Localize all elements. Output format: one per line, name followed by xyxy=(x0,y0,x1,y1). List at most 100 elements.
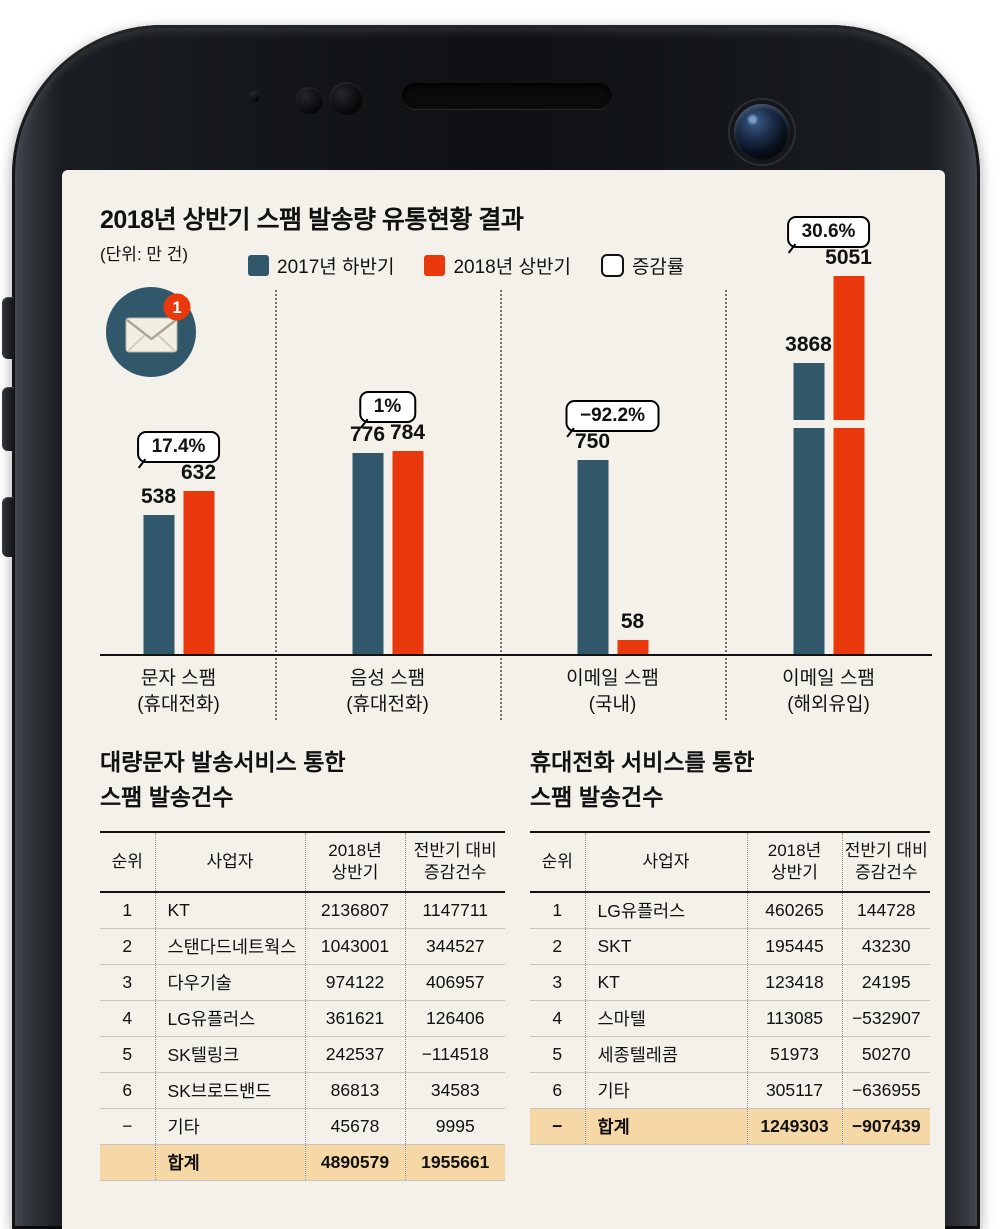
table-row: 3 다우기술 974122 406957 xyxy=(100,964,505,1002)
table-title: 휴대전화 서비스를 통한 스팸 발송건수 xyxy=(530,749,755,810)
chart-group: 538 632 17.4% 문자 스팸 (휴대전화) xyxy=(82,290,275,720)
legend-item: 2017년 하반기 xyxy=(248,252,394,279)
rank-cell: 4 xyxy=(100,1000,156,1038)
h1-2018-cell: 51973 xyxy=(747,1036,843,1074)
rank-cell: 5 xyxy=(530,1036,586,1074)
bar-2017-h2: 538 xyxy=(141,485,176,655)
operator-cell: LG유플러스 xyxy=(585,892,748,930)
bar-2018-h1: 632 xyxy=(181,461,216,655)
notification-badge xyxy=(163,293,191,321)
operator-cell: 스마텔 xyxy=(585,1000,748,1038)
bar-2018-h1: 5051 xyxy=(825,246,872,655)
h1-2018-cell: 1043001 xyxy=(305,928,406,966)
total-operator-cell: 합계 xyxy=(155,1144,306,1182)
h1-2018-cell: 2136807 xyxy=(305,892,406,930)
change-count-cell: −636955 xyxy=(842,1072,930,1110)
table-row: 2 스탠다드네트웍스 1043001 344527 xyxy=(100,928,505,966)
change-count-cell: −114518 xyxy=(405,1036,505,1074)
operator-cell: KT xyxy=(155,892,306,930)
h1-2018-cell: 195445 xyxy=(747,928,843,966)
unit-label: (단위: 만 건) xyxy=(100,245,189,264)
change-count-cell: −532907 xyxy=(842,1000,930,1038)
rank-cell: 6 xyxy=(100,1072,156,1110)
h1-2018-cell: 86813 xyxy=(305,1072,406,1110)
change-count-cell: 34583 xyxy=(405,1072,505,1110)
table-row: 5 세종텔레콤 51973 50270 xyxy=(530,1036,930,1074)
bar-2018-h1: 784 xyxy=(390,421,425,655)
change-rate-badge: 1% xyxy=(358,391,417,423)
table-row: 3 KT 123418 24195 xyxy=(530,964,930,1002)
table-row: 4 스마텔 113085 −532907 xyxy=(530,1000,930,1038)
mobile-service-spam-table: 순위 사업자 2018년 상반기 전반기 대비 증감건수 1 LG유플러스 460265 14… xyxy=(530,831,930,1146)
table-row: 6 기타 305117 −636955 xyxy=(530,1072,930,1110)
legend-swatch xyxy=(424,255,446,276)
notification-count: 1 xyxy=(172,298,181,317)
bar-2017-h2: 3868 xyxy=(785,333,832,655)
change-count-cell: 24195 xyxy=(842,964,930,1002)
table-row: 1 LG유플러스 460265 144728 xyxy=(530,892,930,930)
bar-value-label: 632 xyxy=(180,461,217,484)
table-row: 4 LG유플러스 361621 126406 xyxy=(100,1000,505,1038)
bar-value-label: 3868 xyxy=(785,333,832,356)
rank-cell: 2 xyxy=(530,928,586,966)
operator-cell: LG유플러스 xyxy=(155,1000,306,1038)
bulk-sms-spam-table: 순위 사업자 2018년 상반기 전반기 대비 증감건수 1 KT 2136807 11477… xyxy=(100,831,505,1182)
total-row: 합계 4890579 1955661 xyxy=(100,1144,505,1182)
legend-label: 2018년 상반기 xyxy=(453,257,571,278)
proximity-sensor-icon xyxy=(296,87,323,114)
column-header: 전반기 대비 증감건수 xyxy=(842,832,930,894)
rank-cell: − xyxy=(100,1108,156,1146)
total-rank-cell xyxy=(100,1144,156,1182)
bar-value-label: 776 xyxy=(349,423,386,446)
speaker-grille-icon xyxy=(402,83,612,110)
bulk-sms-table-card: 대량문자 발송서비스 통한 스팸 발송건수 순위 사업자 2018년 상반기 전반기 … xyxy=(100,745,505,1182)
legend-swatch xyxy=(600,254,624,277)
legend-label: 증감률 xyxy=(631,257,685,278)
change-count-cell: 144728 xyxy=(842,892,930,930)
light-sensor-icon xyxy=(330,82,363,115)
axis-line xyxy=(100,654,932,656)
table-row: 6 SK브로드밴드 86813 34583 xyxy=(100,1072,505,1110)
chart-group: 750 58 −92.2% 이메일 스팸 (국내) xyxy=(500,290,725,720)
h1-2018-cell: 460265 xyxy=(747,892,843,930)
table-row: 2 SKT 195445 43230 xyxy=(530,928,930,966)
operator-cell: SK텔링크 xyxy=(155,1036,306,1074)
rank-cell: 2 xyxy=(100,928,156,966)
change-count-cell: 43230 xyxy=(842,928,930,966)
operator-cell: 기타 xyxy=(585,1072,748,1110)
bar-pair: 538 632 xyxy=(141,461,216,655)
column-header: 전반기 대비 증감건수 xyxy=(405,832,505,894)
h1-2018-cell: 123418 xyxy=(747,964,843,1002)
h1-2018-cell: 113085 xyxy=(747,1000,843,1038)
bar-value-label: 538 xyxy=(140,485,177,508)
bar-pair: 776 784 xyxy=(350,421,425,655)
table-header-row: 순위 사업자 2018년 상반기 전반기 대비 증감건수 xyxy=(530,832,930,894)
operator-cell: SK브로드밴드 xyxy=(155,1072,306,1110)
category-label: 음성 스팸 (휴대전화) xyxy=(346,668,429,715)
table-header-row: 순위 사업자 2018년 상반기 전반기 대비 증감건수 xyxy=(100,832,505,894)
h1-2018-cell: 361621 xyxy=(305,1000,406,1038)
group-separator xyxy=(275,290,277,720)
change-count-cell: 344527 xyxy=(405,928,505,966)
h1-2018-cell: 974122 xyxy=(305,964,406,1002)
column-header: 2018년 상반기 xyxy=(747,832,843,894)
bar-pair: 750 58 xyxy=(575,430,648,655)
table-row: 5 SK텔링크 242537 −114518 xyxy=(100,1036,505,1074)
change-count-cell: 9995 xyxy=(405,1108,505,1146)
rank-cell: 3 xyxy=(100,964,156,1002)
rank-cell: 3 xyxy=(530,964,586,1002)
front-camera-icon xyxy=(734,104,790,160)
operator-cell: 세종텔레콤 xyxy=(585,1036,748,1074)
bar-value-label: 58 xyxy=(620,610,645,633)
phone-screen: 2018년 상반기 스팸 발송량 유통현황 결과 (단위: 만 건) 2017년… xyxy=(62,170,945,1229)
h1-2018-cell: 45678 xyxy=(305,1108,406,1146)
group-separator xyxy=(725,290,727,720)
envelope-icon: 1 xyxy=(106,287,196,377)
category-label: 이메일 스팸 (해외유입) xyxy=(782,668,875,715)
table-row: − 기타 45678 9995 xyxy=(100,1108,505,1146)
envelope-body xyxy=(125,317,178,353)
change-count-cell: 1147711 xyxy=(405,892,505,930)
rank-cell: 1 xyxy=(530,892,586,930)
change-count-cell: 50270 xyxy=(842,1036,930,1074)
